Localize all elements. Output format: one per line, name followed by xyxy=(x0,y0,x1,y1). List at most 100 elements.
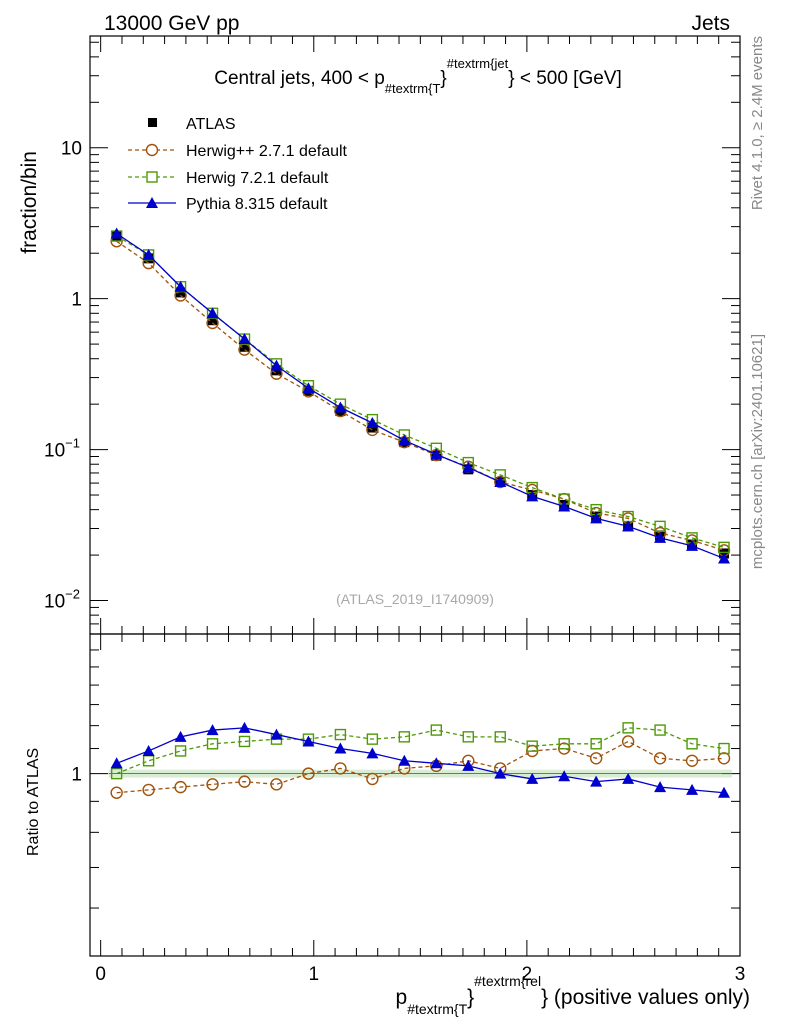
ratio-point-pythia-8-315-default xyxy=(206,724,219,736)
ratio-point-pythia-8-315-default xyxy=(398,754,411,766)
y-tick-label: 10−1 xyxy=(44,436,80,462)
point-pythia-8-315-default xyxy=(174,280,187,292)
ratio-point-pythia-8-315-default xyxy=(142,744,155,756)
x-tick-label: 1 xyxy=(308,964,319,985)
ratio-point-pythia-8-315-default xyxy=(654,781,667,793)
legend-marker-herwigpp xyxy=(145,143,159,157)
point-pythia-8-315-default xyxy=(206,307,219,319)
series-line-pythia-8-315-default xyxy=(116,233,725,560)
ratio-point-herwig-7-2-1-default xyxy=(238,735,251,748)
ratio-point-herwig-7-2-1-default xyxy=(174,745,187,757)
x-tick-label: 0 xyxy=(95,964,106,985)
ratio-point-pythia-8-315-default xyxy=(334,742,347,754)
point-pythia-8-315-default xyxy=(718,552,731,564)
point-pythia-8-315-default xyxy=(526,490,539,502)
ratio-point-herwig-2-7-1-default xyxy=(142,783,155,797)
series-layer xyxy=(110,227,731,564)
point-atlas xyxy=(239,341,250,352)
legend-label-herwigpp: Herwig++ 2.7.1 default xyxy=(186,143,348,160)
chart-title: Central jets, 400 < p#textrm{T}#textrm{j… xyxy=(214,56,622,96)
ratio-point-herwig-2-7-1-default xyxy=(685,754,699,767)
legend: ATLAS Herwig++ 2.7.1 default Herwig 7.2.… xyxy=(128,116,348,213)
ratio-point-herwig-2-7-1-default xyxy=(717,752,731,765)
legend-label-pythia: Pythia 8.315 default xyxy=(186,196,328,213)
ratio-panel-frame xyxy=(89,633,741,957)
ratio-point-pythia-8-315-default xyxy=(430,757,443,769)
ratio-point-herwig-7-2-1-default xyxy=(590,738,602,750)
ratio-point-herwig-7-2-1-default xyxy=(622,722,634,734)
legend-label-atlas: ATLAS xyxy=(186,116,236,133)
point-pythia-8-315-default xyxy=(686,539,699,551)
ratio-point-herwig-2-7-1-default xyxy=(110,786,123,799)
y-tick-label: 1 xyxy=(71,290,82,311)
point-pythia-8-315-default xyxy=(302,382,315,394)
point-pythia-8-315-default xyxy=(270,359,283,371)
point-pythia-8-315-default xyxy=(654,531,667,543)
axes-layer: 0 1 2 3 10−2 10−1 1 10 1 xyxy=(44,36,745,985)
y-axis-label: fraction/bin xyxy=(18,151,41,254)
ratio-point-pythia-8-315-default xyxy=(622,772,635,784)
point-pythia-8-315-default xyxy=(590,512,603,524)
point-pythia-8-315-default xyxy=(366,417,379,429)
ratio-point-herwig-2-7-1-default xyxy=(174,780,187,794)
ratio-point-pythia-8-315-default xyxy=(718,786,731,798)
ratio-point-herwig-7-2-1-default xyxy=(654,724,666,736)
point-pythia-8-315-default xyxy=(110,227,123,239)
ratio-point-herwig-7-2-1-default xyxy=(718,742,730,755)
ratio-point-herwig-2-7-1-default xyxy=(589,752,603,765)
x-tick-label: 3 xyxy=(735,964,746,985)
chart-title-sub: #textrm{T xyxy=(385,81,441,96)
x-axis-label-sup: #textrm{rel xyxy=(474,973,541,989)
ratio-point-herwig-7-2-1-default xyxy=(526,740,538,752)
legend-marker-herwig7 xyxy=(146,171,158,183)
x-axis-label-post: } (positive values only) xyxy=(541,986,750,1009)
point-atlas xyxy=(207,315,218,326)
ratio-point-pythia-8-315-default xyxy=(526,772,539,784)
point-herwig-7-2-1-default xyxy=(654,520,666,533)
point-pythia-8-315-default xyxy=(494,475,507,487)
ratio-point-pythia-8-315-default xyxy=(558,770,571,782)
ratio-point-herwig-2-7-1-default xyxy=(653,752,667,765)
ratio-point-herwig-2-7-1-default xyxy=(302,767,315,780)
header-right: Jets xyxy=(691,12,730,35)
point-pythia-8-315-default xyxy=(398,434,411,446)
analysis-watermark: (ATLAS_2019_I1740909) xyxy=(336,591,494,607)
legend-label-herwig7: Herwig 7.2.1 default xyxy=(186,170,329,187)
ratio-layer xyxy=(108,721,733,799)
x-tick-label: 2 xyxy=(522,964,533,985)
chart-title-post: } < 500 [GeV] xyxy=(508,68,622,89)
ratio-point-pythia-8-315-default xyxy=(110,757,123,769)
point-pythia-8-315-default xyxy=(238,333,251,345)
legend-entry-atlas: ATLAS xyxy=(148,116,236,133)
ratio-point-herwig-7-2-1-default xyxy=(686,738,698,750)
ratio-point-pythia-8-315-default xyxy=(686,783,699,795)
ratio-point-herwig-7-2-1-default xyxy=(334,728,347,741)
legend-entry-herwigpp: Herwig++ 2.7.1 default xyxy=(128,143,348,160)
ratio-point-pythia-8-315-default xyxy=(174,730,187,742)
point-herwig-7-2-1-default xyxy=(718,541,730,554)
ratio-point-herwig-2-7-1-default xyxy=(238,775,251,788)
ratio-point-pythia-8-315-default xyxy=(238,721,251,733)
ratio-point-pythia-8-315-default xyxy=(494,767,507,779)
ratio-y-axis-label: Ratio to ATLAS xyxy=(25,748,42,856)
ratio-point-pythia-8-315-default xyxy=(302,735,315,747)
header-left: 13000 GeV pp xyxy=(104,12,239,35)
ratio-point-herwig-2-7-1-default xyxy=(366,772,379,786)
ratio-point-pythia-8-315-default xyxy=(462,759,475,771)
x-axis-label-brace: } xyxy=(467,986,474,1009)
ratio-point-herwig-7-2-1-default xyxy=(142,755,155,767)
chart-title-sup: #textrm{jet xyxy=(447,56,509,71)
x-axis-label: p#textrm{T}#textrm{rel} (positive values… xyxy=(396,973,750,1017)
point-pythia-8-315-default xyxy=(142,248,155,260)
point-atlas xyxy=(175,287,186,298)
point-pythia-8-315-default xyxy=(622,520,635,532)
ratio-point-herwig-2-7-1-default xyxy=(621,735,635,748)
y-tick-label: 10−2 xyxy=(44,587,80,613)
x-axis-label-pre: p xyxy=(396,986,408,1009)
ratio-point-herwig-7-2-1-default xyxy=(366,733,379,745)
ratio-y-tick-label: 1 xyxy=(71,765,82,786)
x-axis-label-sub: #textrm{T xyxy=(407,1001,467,1017)
ratio-line-pythia-8-315-default xyxy=(116,727,725,794)
legend-entry-pythia: Pythia 8.315 default xyxy=(128,196,328,213)
